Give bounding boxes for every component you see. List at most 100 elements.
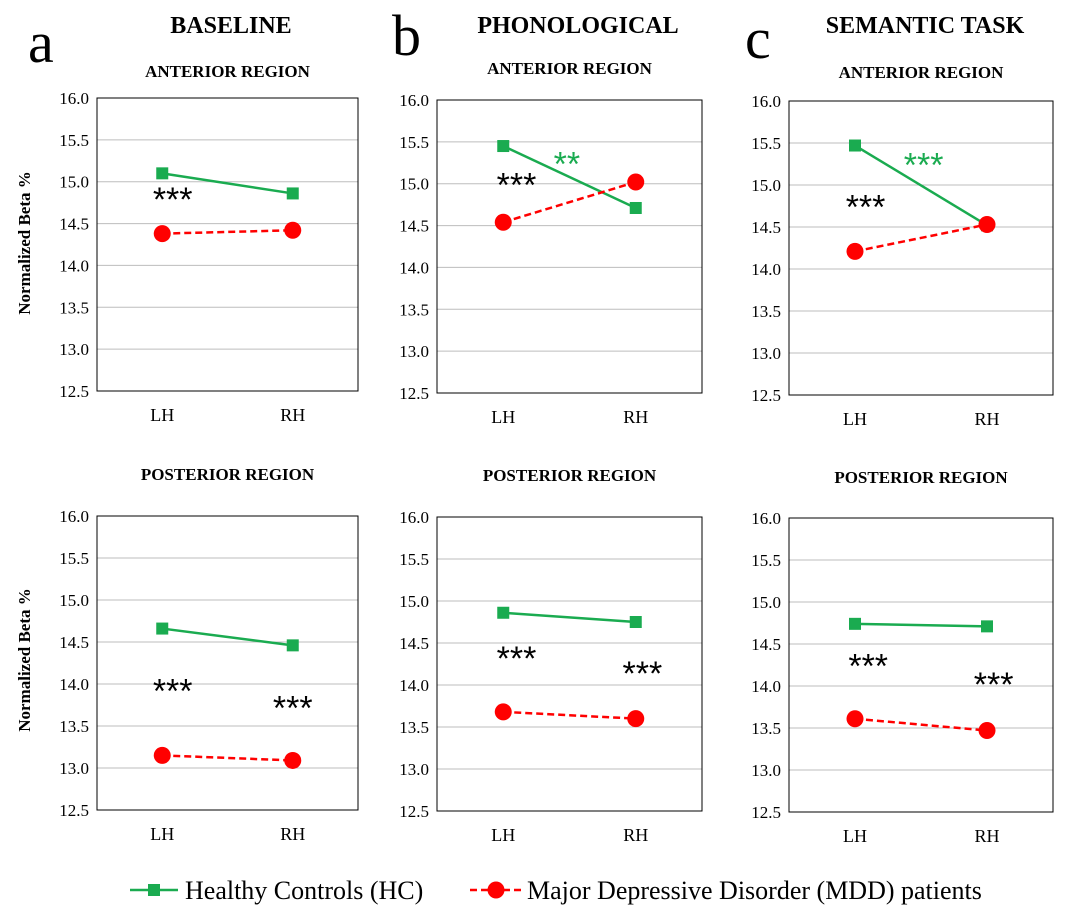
data-point-mdd-rh (627, 173, 645, 191)
panel-letter-a: a (28, 10, 54, 75)
y-tick-label: 14.0 (751, 260, 781, 279)
y-tick-label: 14.0 (59, 256, 89, 275)
panel-baseline-posterior: POSTERIOR REGION 12.5 13.0 13.5 14.0 14.5 15.0… (59, 465, 359, 844)
y-tick-label: 16.0 (751, 509, 781, 528)
significance-annotation: *** (848, 648, 888, 686)
y-tick-label: 16.0 (59, 89, 89, 108)
x-tick-label-lh: LH (491, 407, 515, 427)
plot-frame (96, 97, 359, 392)
x-tick-label-rh: RH (974, 826, 999, 846)
data-point-hc-lh (497, 140, 510, 153)
x-tick-label-lh: LH (150, 824, 174, 844)
significance-annotation: *** (497, 640, 537, 678)
y-tick-label: 13.0 (399, 760, 429, 779)
data-point-hc-rh (286, 639, 299, 652)
y-tick-label: 13.5 (399, 718, 429, 737)
y-tick-label: 13.5 (59, 717, 89, 736)
x-tick-label-rh: RH (623, 407, 648, 427)
panel-title: POSTERIOR REGION (141, 465, 315, 484)
y-tick-label: 15.0 (751, 593, 781, 612)
plot-frame (96, 515, 359, 811)
x-tick-label-rh: RH (974, 409, 999, 429)
y-tick-label: 13.5 (751, 302, 781, 321)
column-heading-semantic-task: SEMANTIC TASK (826, 13, 1025, 39)
data-point-hc-lh (849, 617, 861, 630)
plot-frame (436, 99, 703, 394)
series-line-mdd (162, 229, 293, 235)
legend-mdd-label: Major Depressive Disorder (MDD) patients (527, 876, 982, 905)
y-tick-label: 15.5 (399, 550, 429, 569)
series-line-mdd (502, 180, 637, 224)
data-point-mdd-rh (978, 215, 996, 233)
legend-hc-marker (148, 884, 160, 896)
series-line-mdd (854, 223, 988, 253)
data-point-hc-rh (286, 187, 299, 200)
y-tick-label: 13.5 (399, 300, 429, 319)
significance-annotation: ** (554, 145, 580, 183)
y-tick-label: 14.5 (59, 215, 89, 234)
panel-semantic-anterior: ANTERIOR REGION 12.5 13.0 13.5 14.0 14.5 15.0 1… (751, 63, 1054, 429)
x-tick-label-rh: RH (280, 405, 305, 425)
data-point-mdd-rh (284, 751, 302, 769)
data-point-mdd-lh (153, 225, 171, 243)
plot-frame (436, 516, 703, 812)
panel-letter-b: b (392, 3, 421, 68)
data-point-mdd-lh (846, 710, 864, 728)
y-tick-label: 14.0 (399, 258, 429, 277)
significance-annotation: *** (153, 181, 193, 219)
y-tick-label: 13.5 (59, 298, 89, 317)
plot-frame (788, 100, 1054, 396)
x-tick-label-rh: RH (280, 824, 305, 844)
panel-phonological-anterior: ANTERIOR REGION 12.5 13.0 13.5 14.0 14.5 15.0 1… (399, 59, 703, 427)
y-tick-label: 14.5 (59, 633, 89, 652)
series-line-hc (854, 144, 988, 227)
y-tick-label: 15.0 (59, 591, 89, 610)
data-point-hc-lh (156, 622, 169, 635)
x-tick-label-lh: LH (843, 409, 867, 429)
series-line-hc (162, 172, 293, 195)
legend: Healthy Controls (HC) Major Depressive D… (130, 876, 982, 905)
series-line-hc (162, 627, 293, 647)
y-tick-label: 15.5 (59, 131, 89, 150)
y-tick-label: 14.0 (399, 676, 429, 695)
y-tick-label: 14.5 (751, 635, 781, 654)
y-tick-label: 16.0 (399, 508, 429, 527)
y-tick-label: 12.5 (399, 802, 429, 821)
data-point-mdd-lh (494, 703, 512, 721)
significance-annotation: *** (497, 166, 537, 204)
significance-annotation: *** (623, 655, 663, 693)
column-heading-phonological: PHONOLOGICAL (477, 13, 678, 39)
significance-annotation: *** (153, 672, 193, 710)
y-tick-label: 15.5 (751, 551, 781, 570)
panel-baseline-anterior: ANTERIOR REGION 12.5 13.0 13.5 14.0 14.5 15.0 1… (59, 62, 359, 425)
y-tick-label: 15.0 (751, 176, 781, 195)
data-point-mdd-lh (846, 242, 864, 260)
panel-title: ANTERIOR REGION (839, 63, 1005, 82)
series-line-hc (503, 611, 636, 624)
y-tick-label: 13.0 (59, 340, 89, 359)
data-point-hc-rh (981, 620, 993, 633)
panel-letter-c: c (745, 6, 771, 71)
y-tick-label: 15.0 (399, 175, 429, 194)
y-tick-label: 15.0 (59, 173, 89, 192)
series-line-mdd (854, 717, 988, 732)
y-tick-label: 14.5 (399, 217, 429, 236)
y-tick-label: 13.0 (751, 344, 781, 363)
x-tick-label-lh: LH (843, 826, 867, 846)
y-tick-label: 14.0 (59, 675, 89, 694)
series-line-mdd (503, 710, 636, 720)
y-tick-label: 14.5 (399, 634, 429, 653)
data-point-mdd-lh (494, 213, 512, 231)
series-line-hc (854, 622, 988, 628)
y-tick-label: 12.5 (59, 801, 89, 820)
y-tick-label: 15.5 (399, 133, 429, 152)
data-point-hc-lh (156, 167, 169, 180)
y-tick-label: 15.5 (751, 134, 781, 153)
plot-frame (788, 517, 1054, 813)
data-point-mdd-lh (153, 746, 171, 764)
series-line-mdd (162, 754, 293, 762)
significance-annotation: *** (974, 666, 1014, 704)
panel-title: POSTERIOR REGION (834, 468, 1008, 487)
column-heading-baseline: BASELINE (170, 13, 291, 39)
